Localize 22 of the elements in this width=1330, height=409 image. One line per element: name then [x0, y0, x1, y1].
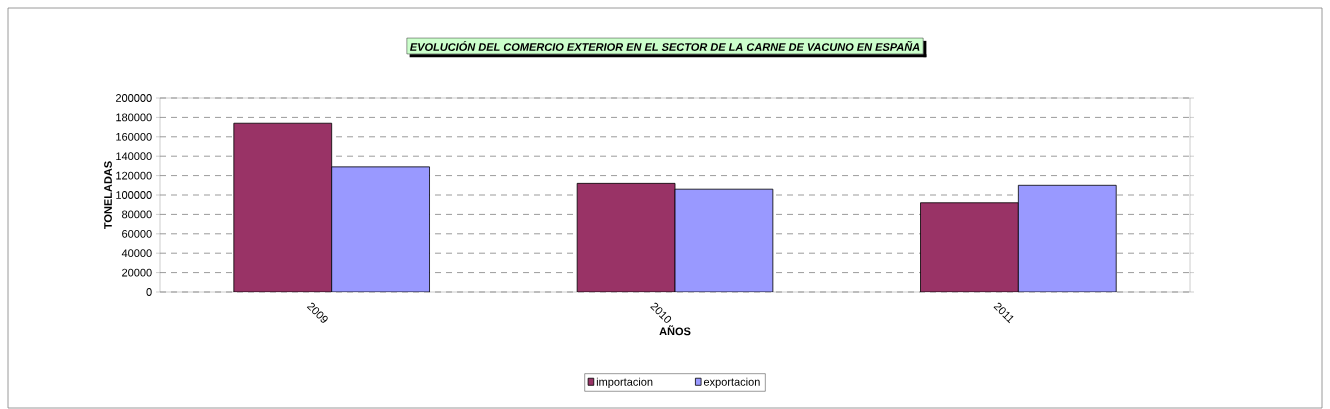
bar [331, 166, 430, 292]
y-axis-title: TONELADAS [104, 161, 112, 229]
y-tick-label: 80000 [122, 210, 152, 219]
y-tick-label: 20000 [122, 268, 152, 277]
bar [920, 202, 1019, 292]
x-axis-title: AÑOS [659, 325, 691, 336]
y-tick-label: 140000 [116, 152, 152, 161]
y-tick-label: 200000 [115, 94, 152, 102]
bar [576, 182, 676, 292]
y-tick-label: 60000 [122, 229, 152, 238]
legend-label: importacion [596, 377, 653, 388]
y-tick-label: 120000 [116, 171, 152, 180]
bar [674, 188, 774, 292]
y-tick-label: 160000 [116, 132, 152, 141]
legend-label: exportacion [703, 377, 760, 388]
chart-title: EVOLUCIÓN DEL COMERCIO EXTERIOR EN EL SECTOR DE LA CARNE DE VACUNO EN ESPAÑA [410, 41, 920, 51]
y-tick-label: 100000 [116, 191, 152, 199]
y-tick-label: 180000 [116, 113, 152, 122]
bar [1017, 184, 1117, 292]
y-tick-label: 0 [146, 288, 152, 296]
y-tick-label: 40000 [121, 249, 152, 258]
bar [233, 122, 333, 292]
